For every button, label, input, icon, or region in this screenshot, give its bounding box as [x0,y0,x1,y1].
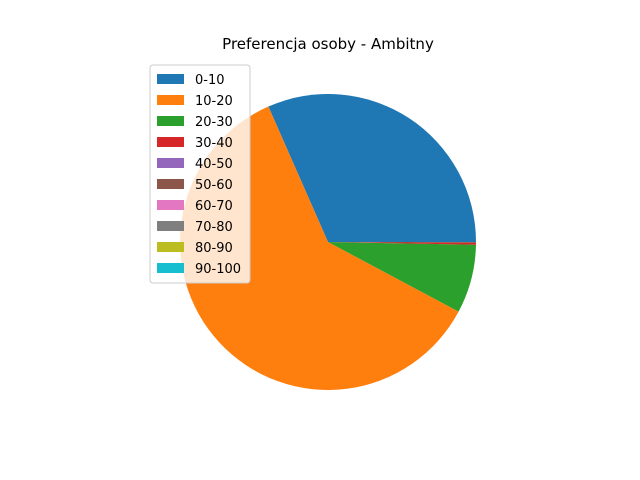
legend-swatch-20-30 [157,116,184,126]
legend-swatch-90-100 [157,263,184,273]
legend-swatch-40-50 [157,158,184,168]
legend-swatch-50-60 [157,179,184,189]
legend-label-30-40: 30-40 [195,136,233,151]
legend-label-60-70: 60-70 [195,199,233,214]
legend-swatch-70-80 [157,221,184,231]
legend-label-80-90: 80-90 [195,241,233,256]
legend-label-90-100: 90-100 [195,262,241,277]
legend-label-70-80: 70-80 [195,220,233,235]
chart-title: Preferencja osoby - Ambitny [222,35,434,53]
legend-label-20-30: 20-30 [195,115,233,130]
legend: 0-10 10-20 20-30 30-40 40-50 50-60 60-70 70-80 8… [149,64,251,284]
legend-swatch-60-70 [157,200,184,210]
legend-label-40-50: 40-50 [195,157,233,172]
pie-slice-30-40 [328,242,476,245]
pie-slice-0-10 [268,93,476,242]
legend-label-50-60: 50-60 [195,178,233,193]
legend-label-0-10: 0-10 [195,73,225,88]
legend-label-10-20: 10-20 [195,94,233,109]
legend-swatch-0-10 [157,74,184,84]
legend-swatch-10-20 [157,95,184,105]
legend-swatch-80-90 [157,242,184,252]
pie-slice-50-60 [328,242,476,243]
pie-slice-20-30 [328,242,476,312]
legend-swatch-30-40 [157,137,184,147]
